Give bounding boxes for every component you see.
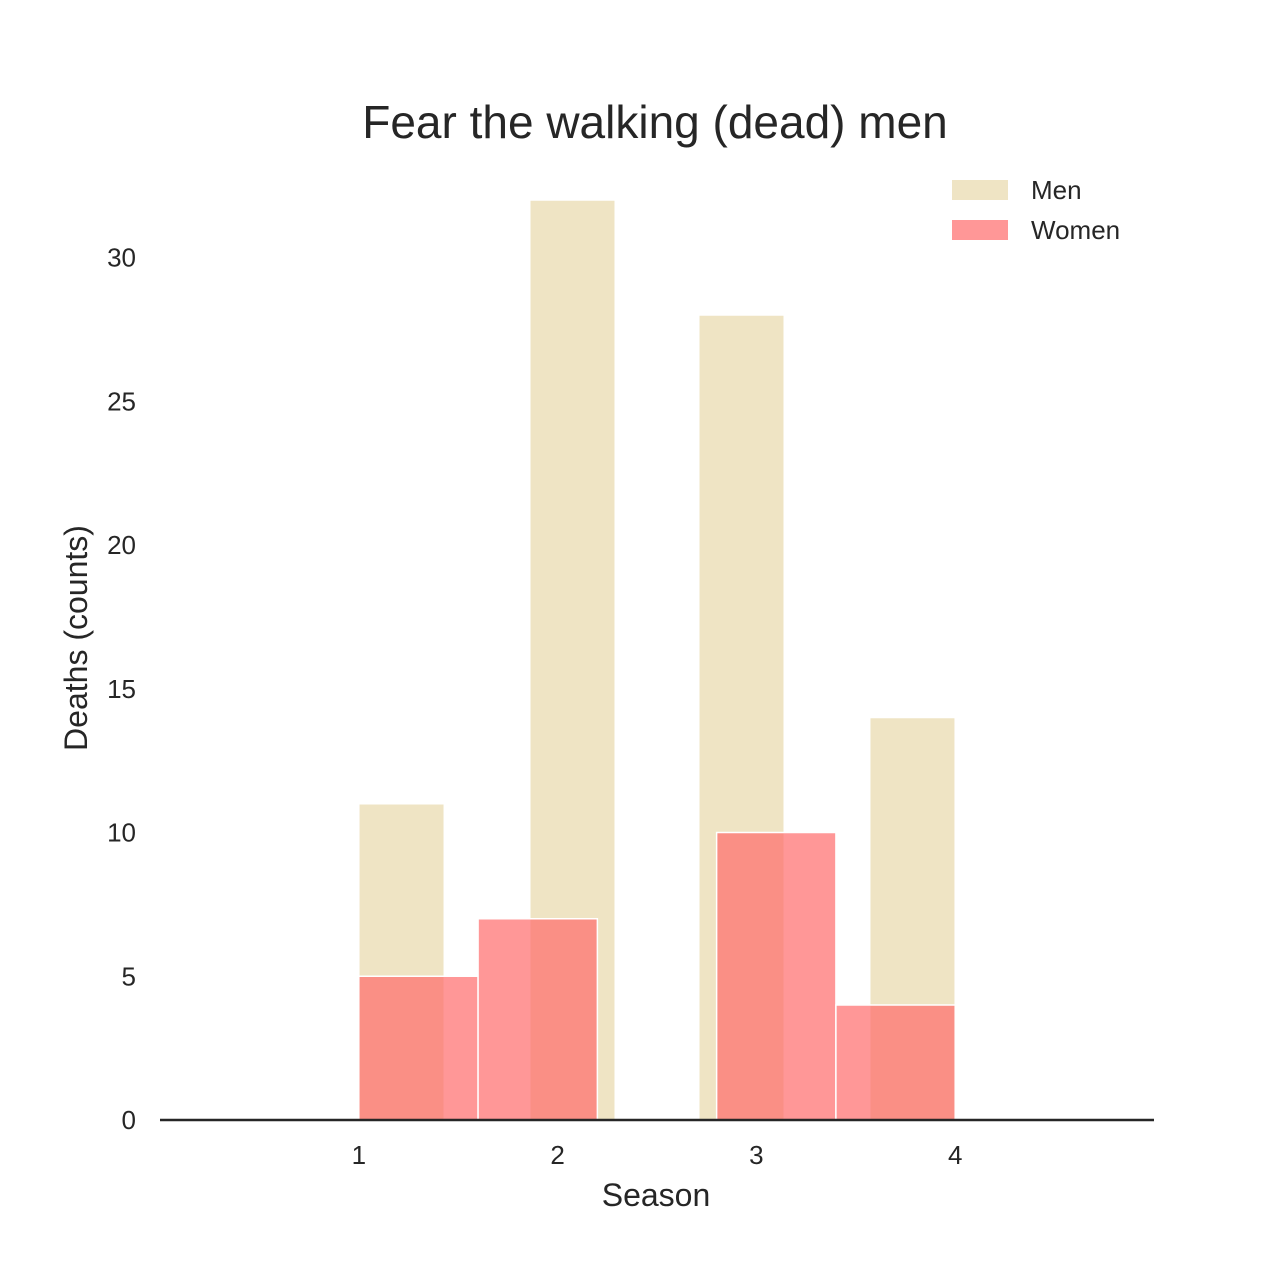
bar-women-2	[477, 918, 599, 1121]
legend-swatch-women	[952, 220, 1008, 240]
y-tick-label-25: 25	[107, 386, 136, 416]
x-tick-label-2: 2	[550, 1140, 564, 1170]
y-tick-label-30: 30	[107, 243, 136, 273]
y-tick-label-15: 15	[107, 674, 136, 704]
y-axis-label: Deaths (counts)	[58, 525, 94, 751]
bar-women-1	[358, 975, 479, 1121]
legend-label-women: Women	[1031, 215, 1120, 245]
y-tick-label-20: 20	[107, 530, 136, 560]
chart-title: Fear the walking (dead) men	[362, 96, 948, 148]
legend-label-men: Men	[1031, 175, 1082, 205]
y-tick-labels: 0 5 10 15 20 25 30	[107, 243, 136, 1136]
y-tick-label-5: 5	[122, 961, 136, 991]
x-tick-label-1: 1	[352, 1140, 366, 1170]
x-tick-label-3: 3	[749, 1140, 763, 1170]
bars-layer	[358, 199, 956, 1121]
x-axis-label: Season	[602, 1177, 711, 1213]
legend-swatch-men	[952, 180, 1008, 200]
x-tick-labels: 1 2 3 4	[352, 1140, 963, 1170]
bar-women-4	[715, 831, 837, 1121]
y-tick-label-0: 0	[122, 1105, 136, 1135]
y-tick-label-10: 10	[107, 818, 136, 848]
x-tick-label-4: 4	[948, 1140, 962, 1170]
bar-women-5	[835, 1004, 956, 1121]
legend: Men Women	[952, 175, 1120, 245]
